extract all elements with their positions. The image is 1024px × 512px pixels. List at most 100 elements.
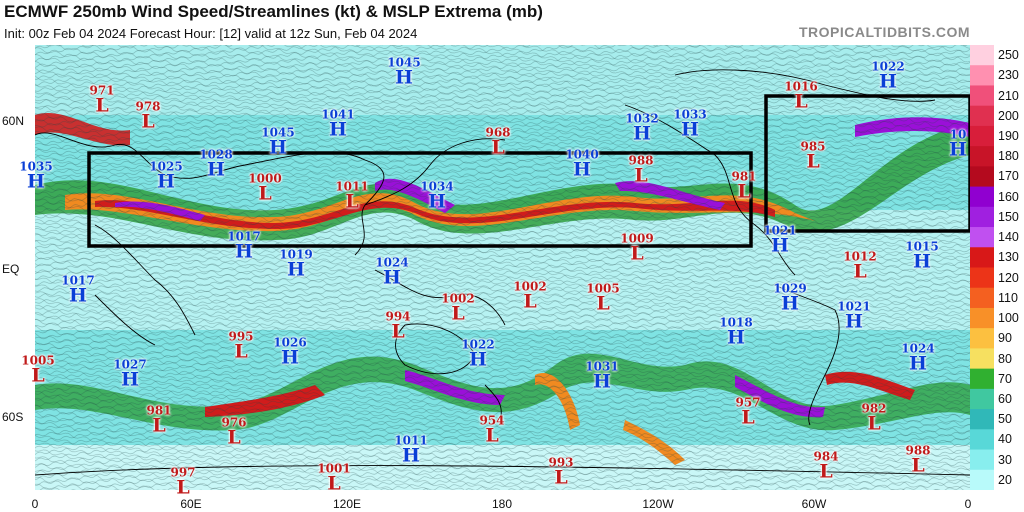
- colorbar-swatch: [970, 287, 994, 309]
- pressure-value: 1032: [625, 111, 659, 126]
- high-pressure-marker: 1024 H: [375, 257, 408, 288]
- wind-map-panel[interactable]: [35, 45, 970, 490]
- low-pressure-marker: 978 L: [135, 101, 160, 132]
- high-symbol: H: [269, 136, 287, 159]
- low-pressure-marker: 988 L: [905, 445, 930, 476]
- pressure-value: 1011: [335, 179, 369, 194]
- low-pressure-marker: 984 L: [813, 451, 838, 482]
- high-symbol: H: [633, 122, 651, 145]
- colorbar-swatch: [970, 328, 994, 349]
- colorbar-swatch: [970, 45, 994, 66]
- low-symbol: L: [234, 340, 248, 363]
- pressure-value: 1022: [461, 337, 495, 352]
- low-pressure-marker: 1002 L: [441, 293, 474, 324]
- high-pressure-marker: 1015 H: [905, 241, 938, 272]
- colorbar-swatch: [970, 227, 994, 248]
- low-symbol: L: [451, 302, 465, 325]
- low-symbol: L: [911, 454, 925, 477]
- colorbar-swatch: [970, 186, 994, 208]
- colorbar-tick-label: 60: [998, 391, 1012, 406]
- lon-label-60e: 60E: [180, 497, 202, 511]
- pressure-value: 1021: [837, 299, 871, 314]
- high-symbol: H: [383, 266, 401, 289]
- high-symbol: H: [593, 370, 611, 393]
- low-pressure-marker: 981 L: [146, 405, 171, 436]
- colorbar-swatch: [970, 469, 994, 490]
- colorbar-tick-label: 120: [998, 270, 1019, 285]
- pressure-value: 1011: [394, 433, 428, 448]
- low-symbol: L: [391, 320, 405, 343]
- low-pressure-marker: 1001 L: [317, 463, 350, 494]
- colorbar-tick-label: 40: [998, 432, 1012, 447]
- high-pressure-marker: 1021 H: [763, 225, 796, 256]
- low-pressure-marker: 1002 L: [513, 281, 546, 312]
- pressure-value: 981: [146, 403, 172, 418]
- low-symbol: L: [596, 292, 610, 315]
- pressure-value: 1002: [513, 279, 547, 294]
- low-pressure-marker: 993 L: [548, 457, 573, 488]
- pressure-value: 981: [731, 169, 757, 184]
- pressure-value: 1005: [586, 281, 620, 296]
- map-subtitle: Init: 00z Feb 04 2024 Forecast Hour: [12…: [4, 26, 418, 41]
- high-symbol: H: [428, 190, 446, 213]
- high-symbol: H: [949, 138, 967, 161]
- pressure-value: 982: [861, 401, 887, 416]
- lon-label-120e: 120E: [332, 497, 362, 511]
- low-symbol: L: [485, 424, 499, 447]
- low-pressure-marker: 1005 L: [586, 283, 619, 314]
- lon-label-60w: 60W: [801, 497, 827, 511]
- low-pressure-marker: 1000 L: [248, 173, 281, 204]
- colorbar: [970, 45, 994, 490]
- low-pressure-marker: 957 L: [735, 397, 760, 428]
- pressure-value: 1026: [273, 335, 307, 350]
- high-pressure-marker: 1026 H: [273, 337, 306, 368]
- colorbar-swatch: [970, 348, 994, 370]
- low-pressure-marker: 981 L: [731, 171, 756, 202]
- pressure-value: 1028: [199, 147, 233, 162]
- pressure-value: 1002: [441, 291, 475, 306]
- pressure-value: 978: [135, 99, 161, 114]
- low-pressure-marker: 988 L: [628, 155, 653, 186]
- pressure-value: 1035: [19, 159, 53, 174]
- lon-label-0-end: 0: [964, 497, 972, 511]
- low-symbol: L: [741, 406, 755, 429]
- low-pressure-marker: 994 L: [385, 311, 410, 342]
- low-symbol: L: [853, 260, 867, 283]
- colorbar-tick-label: 150: [998, 209, 1019, 224]
- high-symbol: H: [281, 346, 299, 369]
- pressure-value: 1017: [227, 229, 261, 244]
- pressure-value: 1017: [61, 273, 95, 288]
- colorbar-tick-label: 70: [998, 371, 1012, 386]
- colorbar-swatch: [970, 247, 994, 268]
- high-pressure-marker: 1040 H: [565, 149, 598, 180]
- low-pressure-marker: 976 L: [221, 417, 246, 448]
- colorbar-swatch: [970, 146, 994, 167]
- low-pressure-marker: 995 L: [228, 331, 253, 362]
- colorbar-tick-label: 30: [998, 452, 1012, 467]
- pressure-value: 1019: [279, 247, 313, 262]
- low-symbol: L: [152, 414, 166, 437]
- pressure-value: 1022: [871, 59, 905, 74]
- pressure-value: 984: [813, 449, 839, 464]
- high-pressure-marker: 1041 H: [321, 109, 354, 140]
- colorbar-swatch: [970, 206, 994, 228]
- low-symbol: L: [523, 290, 537, 313]
- pressure-value: 1031: [585, 359, 619, 374]
- high-symbol: H: [27, 170, 45, 193]
- pressure-value: 997: [170, 465, 196, 480]
- high-pressure-marker: 1031 H: [585, 361, 618, 392]
- lon-label-120w: 120W: [642, 497, 674, 511]
- high-symbol: H: [395, 66, 413, 89]
- low-pressure-marker: 968 L: [485, 127, 510, 158]
- pressure-value: 10: [949, 127, 967, 142]
- high-pressure-marker: 1033 H: [673, 109, 706, 140]
- brand-watermark[interactable]: TROPICALTIDBITS.COM: [798, 24, 970, 40]
- high-pressure-marker: 1017 H: [227, 231, 260, 262]
- low-symbol: L: [794, 90, 808, 113]
- colorbar-tick-label: 180: [998, 149, 1019, 164]
- colorbar-tick-label: 200: [998, 108, 1019, 123]
- low-symbol: L: [634, 164, 648, 187]
- lon-label-180: 180: [491, 497, 513, 511]
- colorbar-swatch: [970, 105, 994, 127]
- lat-label-60s: 60S: [2, 410, 24, 424]
